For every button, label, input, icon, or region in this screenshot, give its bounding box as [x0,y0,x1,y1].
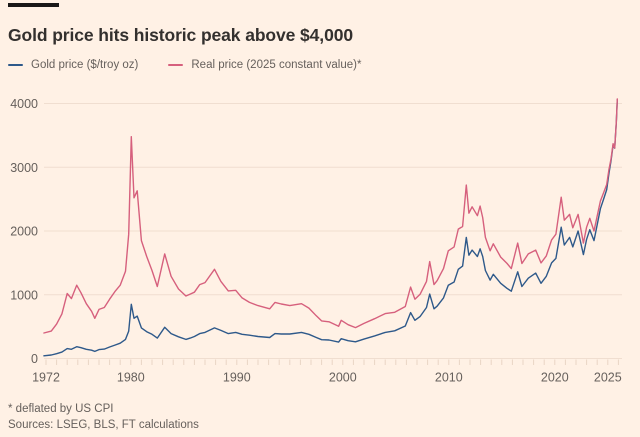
x-axis-label-2000: 2000 [329,371,357,385]
real-price-line [43,98,618,334]
y-axis-label-4000: 4000 [10,97,38,111]
legend-label-real-price: Real price (2025 constant value)* [191,59,362,71]
x-axis-label-1972: 1972 [32,371,60,385]
legend-label-gold-price: Gold price ($/troy oz) [31,59,139,71]
y-axis-label-3000: 3000 [10,161,38,175]
legend: Gold price ($/troy oz) Real price (2025 … [8,59,361,71]
footnote-sources: Sources: LSEG, BLS, FT calculations [8,419,199,431]
footnote-deflator: * deflated by US CPI [8,403,114,415]
page-title: Gold price hits historic peak above $4,0… [8,24,353,45]
x-axis-label-1980: 1980 [117,371,145,385]
legend-swatch-real-price [168,63,184,67]
gold-price-line [43,98,618,357]
x-axis-label-2025: 2025 [594,371,622,385]
chart-footnotes: * deflated by US CPI Sources: LSEG, BLS,… [8,401,199,433]
gold-price-chart: 0 1000 2000 3000 4000 1972 1980 1990 2000 2010 202… [10,97,622,385]
x-axis-label-1990: 1990 [223,371,251,385]
x-axis-label-2010: 2010 [435,371,463,385]
y-axis-label-2000: 2000 [10,225,38,239]
x-axis-label-2020: 2020 [541,371,569,385]
legend-item-gold-price: Gold price ($/troy oz) [8,59,138,71]
y-axis-label-1000: 1000 [10,288,38,302]
legend-swatch-gold-price [8,63,23,67]
brand-bar [8,3,59,7]
legend-item-real-price: Real price (2025 constant value)* [168,59,361,71]
y-axis-label-0: 0 [31,352,38,366]
